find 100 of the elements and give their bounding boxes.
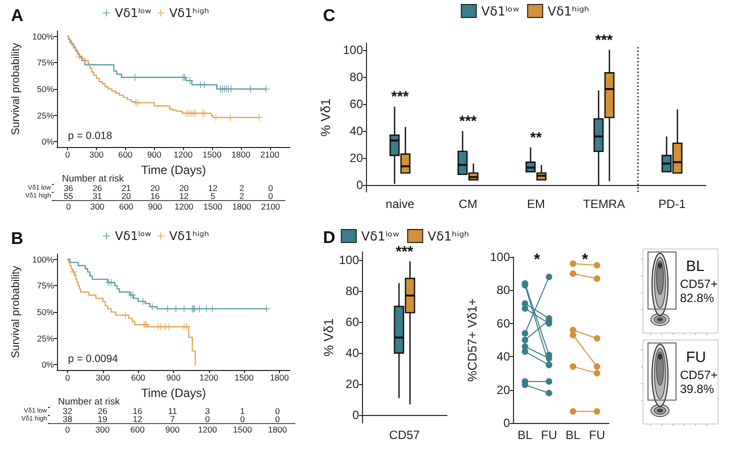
data-label: 0	[275, 414, 280, 424]
y-tick-label: 0	[356, 178, 364, 192]
data-label: 0	[268, 183, 274, 193]
y-tick-label: 0	[352, 408, 360, 422]
data-label: 26	[92, 183, 102, 193]
x-tick-label: 1800	[232, 202, 252, 212]
data-label: 38	[62, 414, 72, 424]
text: CD57+ 39.8%	[680, 368, 718, 396]
y-tick-label: 50%	[36, 84, 54, 94]
x-tick-label: 1200	[174, 202, 194, 212]
x-tick-label: 0	[65, 372, 70, 382]
data-label: 0	[240, 414, 246, 424]
data-label: 32	[62, 406, 72, 416]
x-tick-label: 1200	[198, 424, 218, 434]
x-tick-label: 900	[166, 372, 181, 382]
x-tick-label: FU	[589, 428, 605, 442]
x-tick-label: 1500	[234, 372, 254, 382]
legend-label: Vδ1ˡᵒʷ	[481, 4, 520, 18]
annotation: *	[534, 252, 541, 268]
annotation: ***	[391, 88, 409, 106]
x-tick-label: 600	[119, 202, 134, 212]
y-tick-label: 0%	[42, 360, 54, 370]
x-axis-title: Time (Days)	[141, 386, 206, 400]
data-label: 0	[205, 414, 210, 424]
y-axis-title: %CD57+ Vδ1+	[466, 298, 480, 382]
y-tick-label: 100%	[32, 254, 54, 264]
y-tick-label: 80	[496, 283, 510, 298]
x-tick-label: 0	[66, 202, 72, 212]
data-label: 12	[132, 414, 142, 424]
y-axis-title: Survival probability	[10, 42, 22, 136]
chart-title: B	[11, 229, 24, 248]
annotation: p = 0.0094	[68, 353, 118, 365]
x-tick-label: 900	[148, 202, 162, 212]
x-tick-label: 300	[95, 424, 110, 434]
y-tick-label: 0%	[42, 136, 54, 147]
legend-label: Vδ1ˡᵒʷ	[114, 6, 152, 20]
data-label: 55	[64, 191, 74, 201]
data-label: 20	[150, 183, 160, 193]
data-label: 31	[92, 191, 102, 201]
y-axis-title: % Vδ1	[318, 98, 334, 137]
x-tick-label: EM	[527, 197, 546, 211]
y-tick-label: 100	[338, 252, 360, 267]
x-tick-label: 300	[89, 150, 104, 160]
x-tick-label: 600	[131, 372, 146, 382]
legend-label: Vδ1ʰⁱᵍʰ	[548, 4, 590, 18]
data-label: 26	[98, 406, 108, 416]
x-axis-title: Time (Days)	[141, 162, 206, 177]
chart-title: Number at risk	[62, 174, 124, 184]
chart-title: D	[323, 228, 336, 247]
x-tick-label: CM	[458, 197, 478, 211]
x-tick-label: 900	[147, 150, 162, 160]
data-label: 1	[240, 406, 246, 416]
x-tick-label: 1200	[199, 372, 219, 382]
y-tick-label: 100	[490, 250, 510, 264]
y-tick-label: 20	[346, 377, 360, 392]
y-tick-label: 75%	[36, 58, 54, 68]
x-tick-label: naive	[386, 197, 415, 211]
x-tick-label: CD57	[389, 428, 420, 442]
y-tick-label: 60	[346, 314, 360, 329]
annotation: ***	[595, 32, 613, 49]
y-tick-label: 80	[350, 70, 364, 84]
x-tick-label: 1800	[270, 372, 290, 382]
y-tick-label: 60	[350, 96, 364, 111]
y-tick-label: 40	[350, 124, 364, 138]
legend-label: Vδ1ˡᵒʷ	[361, 228, 400, 244]
data-label: 0	[275, 406, 280, 416]
x-tick-label: TEMRA	[583, 197, 625, 211]
data-label: 21	[121, 183, 132, 193]
text: FU	[686, 349, 706, 366]
x-tick-label: 600	[118, 150, 133, 160]
annotation: **	[530, 129, 542, 146]
legend-label: Vδ1ʰⁱᵍʰ	[428, 228, 470, 244]
data-label: 16	[150, 191, 160, 201]
data-label: 16	[132, 406, 142, 416]
y-tick-label: 25%	[36, 110, 54, 120]
y-tick-label: 20	[496, 382, 510, 397]
x-tick-label: 1500	[202, 150, 222, 160]
data-label: 5	[210, 191, 216, 201]
y-tick-label: 60	[496, 316, 510, 330]
x-tick-label: BL	[566, 428, 581, 442]
legend-label: Vδ1ʰⁱᵍʰ	[169, 229, 210, 243]
chart-title: A	[11, 6, 24, 25]
x-tick-label: 300	[96, 372, 110, 382]
annotation: p = 0.018	[68, 130, 112, 142]
x-tick-label: 600	[130, 424, 145, 434]
annotation: ***	[459, 113, 477, 130]
x-tick-label: FU	[541, 428, 557, 442]
text: CD57+ 82.8%	[680, 277, 718, 305]
data-label: 2	[239, 191, 244, 201]
y-axis-title: % Vδ1	[321, 318, 336, 357]
data-label: 20	[121, 191, 132, 201]
x-tick-label: PD-1	[658, 197, 686, 211]
y-axis-title: Survival probability	[10, 265, 22, 358]
y-tick-label: 40	[346, 346, 360, 360]
annotation: ***	[396, 243, 414, 260]
data-label: 20	[179, 183, 189, 193]
chart-title: C	[323, 6, 336, 25]
data-label: 11	[168, 406, 178, 416]
y-tick-label: 20	[350, 151, 364, 166]
data-label: 12	[208, 183, 218, 193]
